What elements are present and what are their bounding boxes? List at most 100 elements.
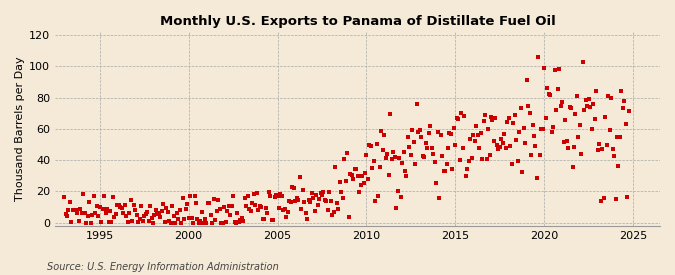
Point: [106, 219, 117, 224]
Point: [546, 130, 557, 134]
Point: [148, 221, 159, 225]
Point: [344, 215, 354, 219]
Point: [454, 158, 465, 162]
Point: [558, 140, 569, 144]
Point: [545, 93, 556, 98]
Point: [232, 211, 243, 215]
Point: [306, 191, 317, 195]
Point: [543, 92, 554, 97]
Point: [88, 194, 99, 199]
Point: [256, 205, 267, 209]
Point: [549, 68, 560, 72]
Point: [462, 167, 472, 171]
Point: [327, 212, 338, 217]
Point: [281, 215, 292, 219]
Point: [348, 177, 358, 181]
Point: [385, 112, 396, 116]
Point: [200, 217, 211, 221]
Point: [561, 138, 572, 143]
Point: [444, 130, 455, 135]
Point: [618, 106, 628, 110]
Point: [484, 153, 495, 158]
Point: [338, 196, 348, 200]
Point: [408, 140, 419, 145]
Point: [60, 212, 71, 216]
Point: [554, 67, 564, 72]
Point: [100, 211, 111, 215]
Point: [526, 153, 537, 157]
Point: [211, 209, 222, 214]
Point: [495, 145, 506, 150]
Point: [548, 124, 559, 129]
Point: [551, 108, 562, 112]
Point: [354, 189, 364, 194]
Point: [112, 203, 123, 207]
Point: [480, 112, 491, 117]
Point: [265, 194, 275, 198]
Point: [572, 94, 583, 98]
Point: [259, 217, 269, 221]
Point: [275, 192, 286, 197]
Point: [387, 150, 398, 154]
Point: [432, 129, 443, 134]
Point: [251, 191, 262, 195]
Point: [69, 208, 80, 212]
Point: [536, 127, 547, 131]
Point: [253, 208, 264, 213]
Point: [221, 209, 232, 213]
Point: [389, 155, 400, 160]
Point: [268, 218, 279, 222]
Point: [406, 153, 416, 157]
Point: [59, 195, 70, 199]
Point: [624, 109, 634, 114]
Point: [431, 181, 441, 185]
Point: [185, 194, 196, 198]
Point: [109, 215, 120, 219]
Point: [496, 137, 507, 142]
Point: [410, 162, 421, 166]
Point: [204, 201, 215, 205]
Point: [535, 152, 545, 157]
Point: [518, 126, 529, 130]
Point: [458, 145, 468, 150]
Point: [333, 207, 344, 211]
Point: [329, 210, 340, 214]
Point: [119, 203, 130, 208]
Point: [92, 214, 103, 218]
Point: [391, 206, 402, 210]
Point: [505, 144, 516, 148]
Point: [364, 143, 375, 148]
Point: [293, 197, 304, 202]
Point: [382, 152, 393, 156]
Point: [117, 206, 128, 210]
Point: [425, 124, 435, 128]
Point: [452, 116, 462, 120]
Point: [241, 204, 252, 208]
Point: [134, 217, 145, 222]
Point: [90, 211, 101, 215]
Point: [210, 218, 221, 222]
Point: [574, 123, 585, 128]
Point: [231, 220, 242, 225]
Point: [478, 119, 489, 123]
Point: [404, 144, 415, 149]
Point: [262, 211, 273, 215]
Point: [506, 161, 517, 166]
Point: [591, 89, 601, 93]
Point: [362, 177, 373, 181]
Point: [511, 138, 522, 142]
Point: [296, 207, 306, 211]
Point: [520, 141, 531, 145]
Point: [487, 118, 498, 122]
Point: [416, 135, 427, 139]
Point: [96, 220, 107, 225]
Point: [597, 147, 608, 151]
Point: [485, 114, 496, 119]
Point: [394, 156, 404, 160]
Point: [244, 207, 254, 211]
Point: [499, 132, 510, 136]
Point: [414, 128, 425, 133]
Point: [102, 207, 113, 211]
Point: [524, 111, 535, 116]
Point: [226, 204, 237, 208]
